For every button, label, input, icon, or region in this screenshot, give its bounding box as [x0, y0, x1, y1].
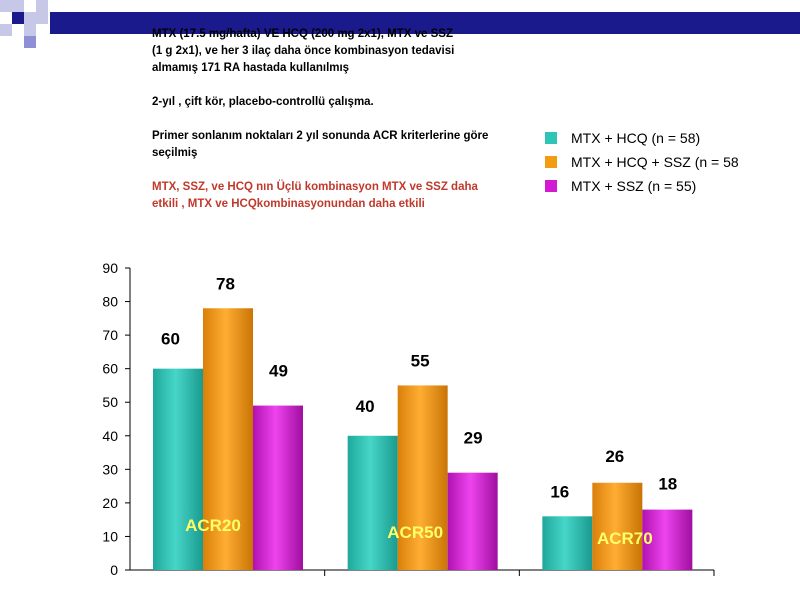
study-design: 2-yıl , çift kör, placebo-controllü çalı…: [152, 96, 374, 108]
deco-square: [12, 12, 24, 24]
y-tick-label: 20: [102, 495, 118, 511]
y-tick-label: 50: [102, 394, 118, 410]
bar: [153, 368, 203, 570]
deco-square: [24, 24, 36, 36]
conclusion-2: etkili , MTX ve HCQkombinasyonundan daha…: [152, 198, 425, 210]
slide-text: MTX (17.5 mg/hafta) VE HCQ (200 mg 2x1),…: [152, 26, 544, 230]
y-tick-label: 30: [102, 461, 118, 477]
legend-item: MTX + SSZ (n = 55): [545, 174, 739, 198]
data-label: 40: [356, 397, 375, 416]
bar: [347, 435, 398, 570]
legend-label: MTX + HCQ + SSZ (n = 58: [571, 154, 739, 170]
category-label: ACR20: [185, 516, 241, 535]
header-line-3: almamış 171 RA hastada kullanılmış: [152, 62, 350, 74]
y-tick-label: 60: [102, 361, 118, 377]
bar: [592, 482, 643, 570]
legend-swatch: [545, 156, 557, 168]
bar: [203, 308, 253, 570]
conclusion-1: MTX, SSZ, ve HCQ nın Üçlü kombinasyon MT…: [152, 181, 478, 193]
deco-square: [36, 12, 48, 24]
bar: [397, 385, 448, 570]
legend-item: MTX + HCQ + SSZ (n = 58: [545, 150, 739, 174]
legend-swatch: [545, 132, 557, 144]
legend-item: MTX + HCQ (n = 58): [545, 126, 739, 150]
primary-endpoint-1: Primer sonlanım noktaları 2 yıl sonunda …: [152, 130, 489, 142]
y-tick-label: 70: [102, 327, 118, 343]
legend-swatch: [545, 180, 557, 192]
data-label: 29: [464, 429, 483, 448]
bar: [253, 405, 303, 570]
data-label: 26: [605, 447, 624, 466]
deco-square: [24, 36, 36, 48]
deco-square: [0, 0, 12, 12]
deco-square: [12, 0, 24, 12]
deco-square: [24, 12, 36, 24]
legend-label: MTX + HCQ (n = 58): [571, 130, 701, 146]
data-label: 55: [411, 351, 430, 370]
deco-square: [36, 0, 48, 12]
y-tick-label: 0: [110, 562, 118, 578]
header-line-2: (1 g 2x1), ve her 3 ilaç daha önce kombi…: [152, 45, 455, 57]
data-label: 60: [161, 330, 180, 349]
bar: [542, 516, 593, 570]
data-label: 16: [550, 482, 569, 501]
y-tick-label: 10: [102, 528, 118, 544]
primary-endpoint-2: seçilmiş: [152, 147, 198, 159]
bar: [447, 472, 498, 570]
y-tick-label: 40: [102, 428, 118, 444]
data-label: 49: [269, 362, 288, 381]
chart-legend: MTX + HCQ (n = 58) MTX + HCQ + SSZ (n = …: [545, 126, 739, 198]
data-label: 78: [216, 274, 235, 293]
category-label: ACR50: [387, 523, 443, 542]
y-tick-label: 90: [102, 260, 118, 276]
y-tick-label: 80: [102, 294, 118, 310]
header-line-1: MTX (17.5 mg/hafta) VE HCQ (200 mg 2x1),…: [152, 28, 453, 40]
category-label: ACR70: [597, 529, 653, 548]
deco-square: [0, 24, 12, 36]
legend-label: MTX + SSZ (n = 55): [571, 178, 697, 194]
header-bar: [50, 12, 800, 34]
bar: [642, 509, 693, 570]
data-label: 18: [658, 475, 677, 494]
